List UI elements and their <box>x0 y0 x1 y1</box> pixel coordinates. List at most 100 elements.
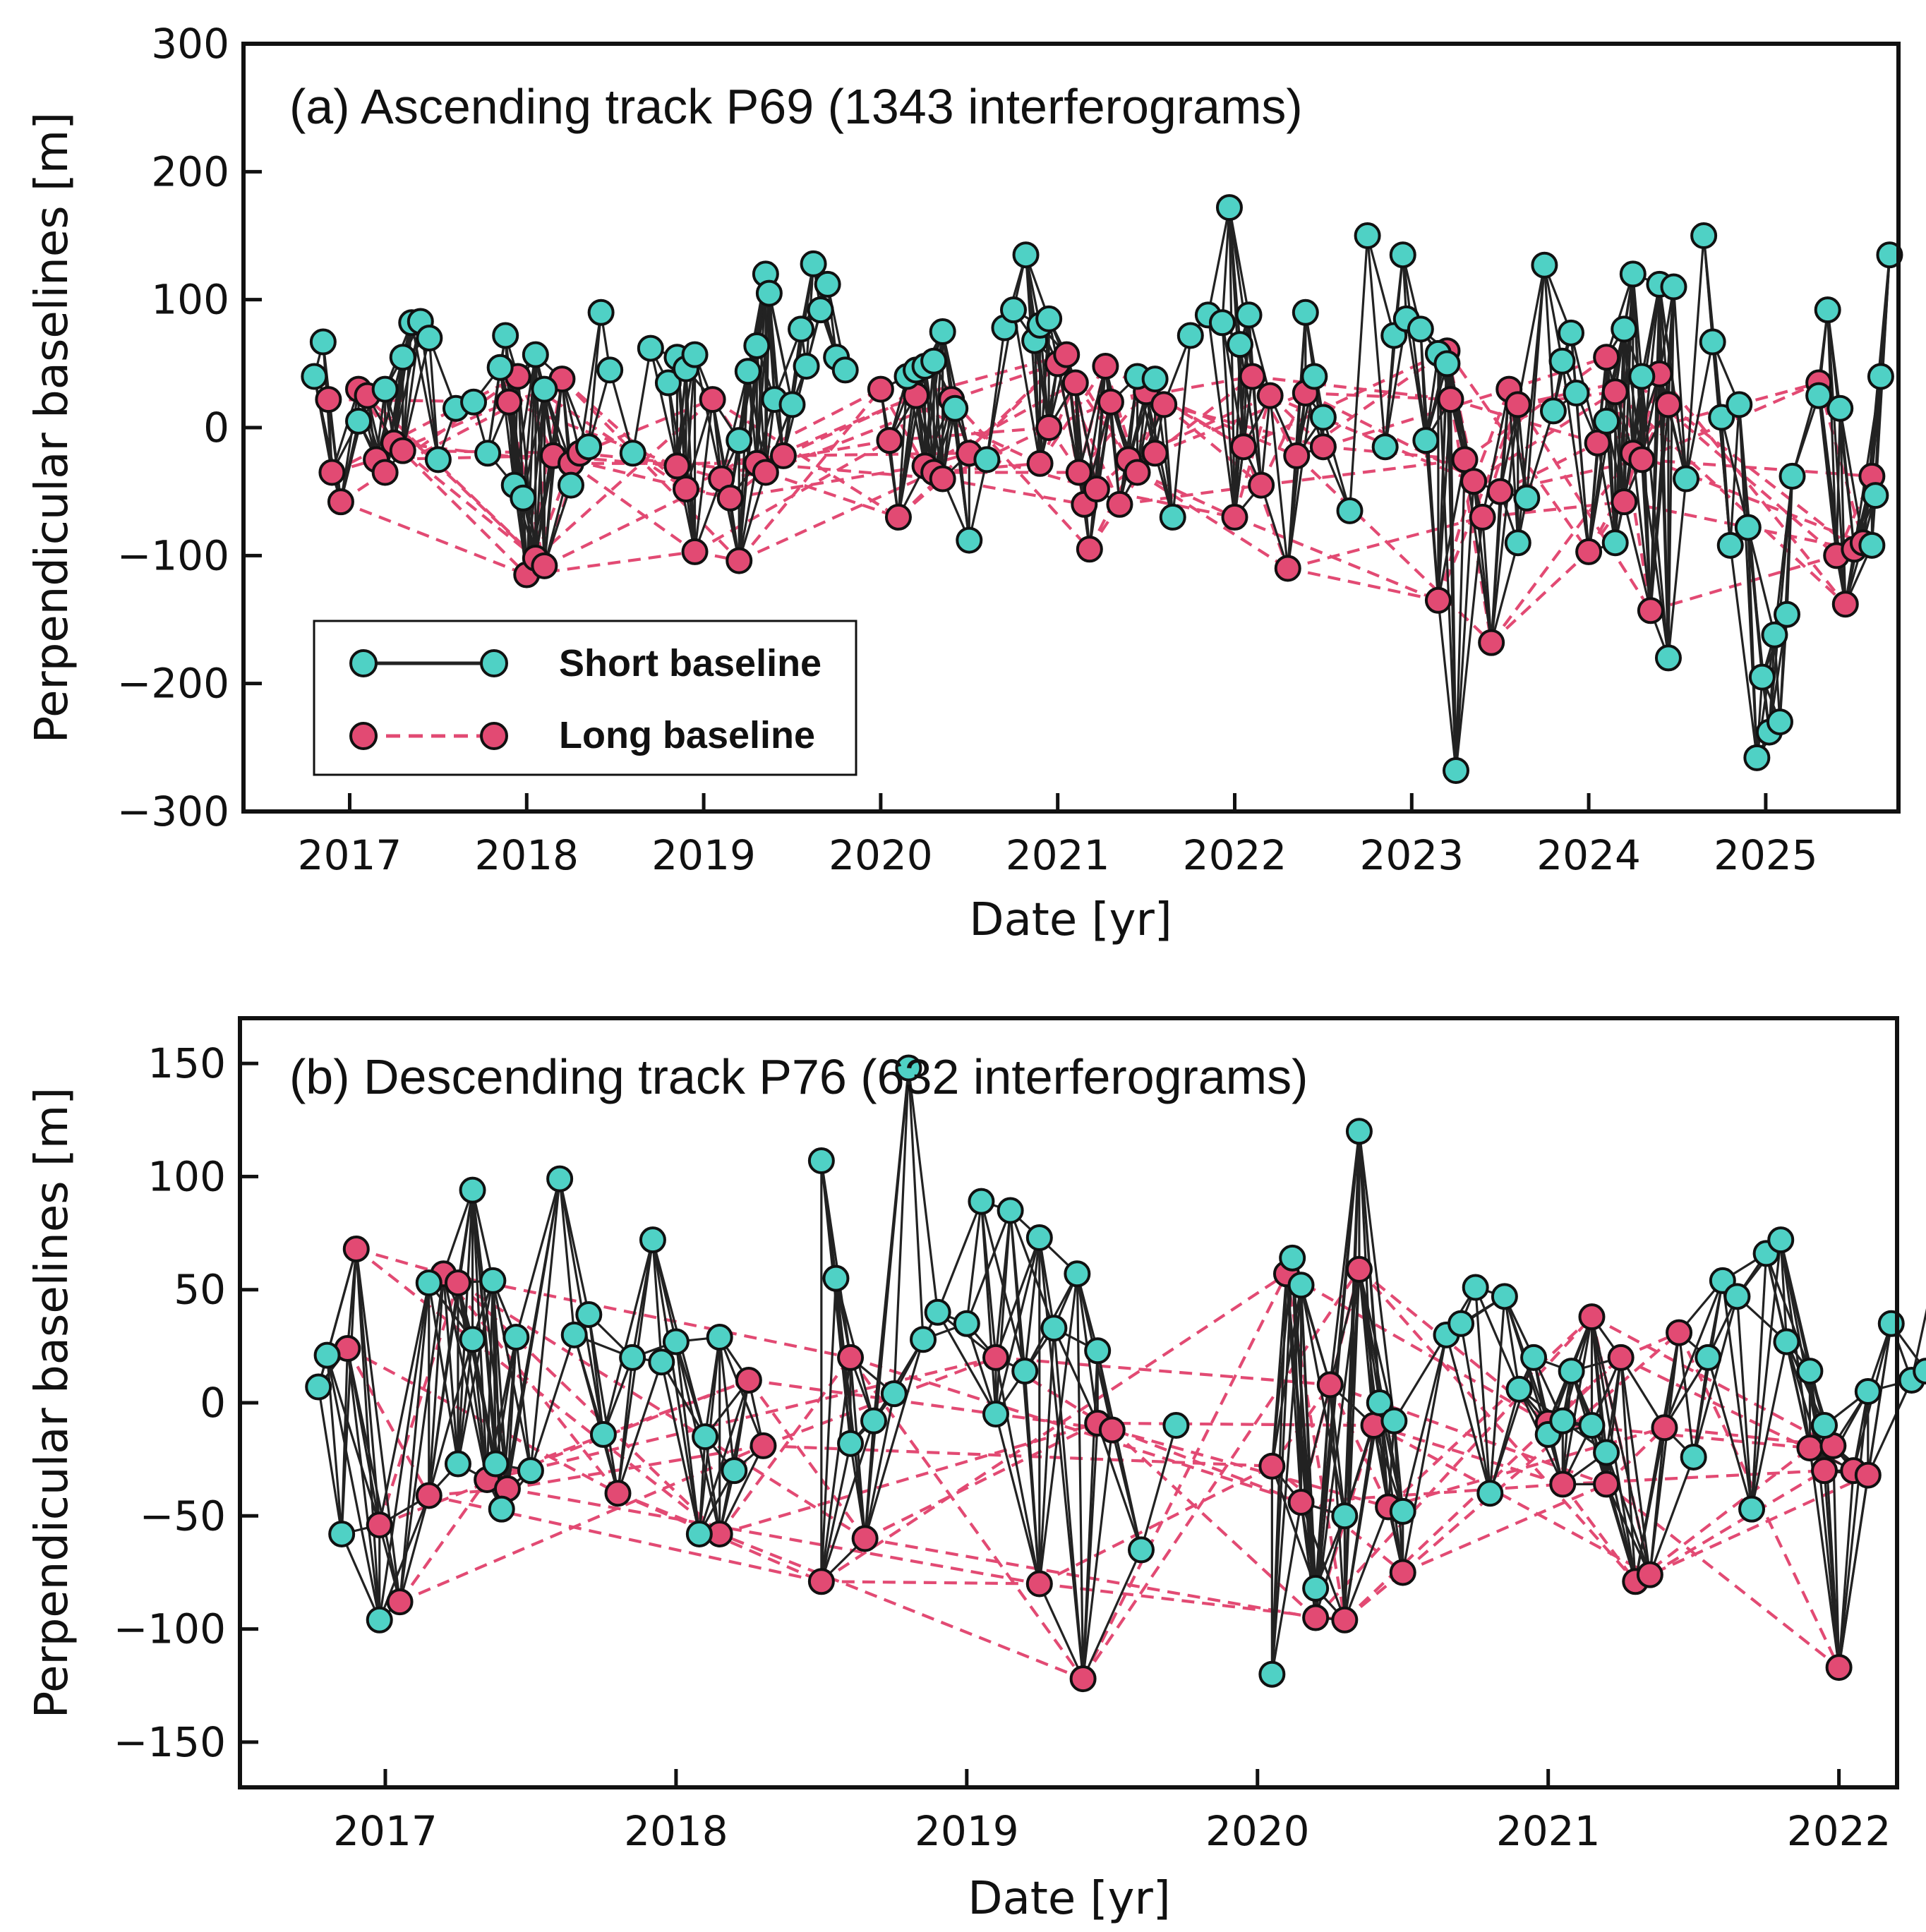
short-baseline-point <box>793 352 820 380</box>
short-baseline-link <box>428 1339 474 1496</box>
short-baseline-point <box>1531 251 1558 279</box>
short-baseline-point <box>587 298 615 326</box>
y-tick-label: 0 <box>203 404 229 452</box>
short-baseline-link <box>1038 1583 1085 1679</box>
short-baseline-point <box>575 1300 603 1328</box>
short-baseline-link <box>1823 1471 1841 1668</box>
x-tick-label: 2018 <box>474 831 579 879</box>
short-baseline-link <box>632 348 652 454</box>
short-baseline-link <box>378 1282 431 1620</box>
panel-b-title: (b) Descending track P76 (632 interferog… <box>289 1049 1308 1104</box>
short-baseline-point <box>1287 1272 1315 1299</box>
short-baseline-link <box>1663 1332 1680 1428</box>
long-baseline-point <box>1053 341 1081 368</box>
long-baseline-link <box>1112 1428 1389 1509</box>
short-baseline-point <box>1673 465 1700 493</box>
short-baseline-link <box>1358 1269 1390 1507</box>
short-baseline-point <box>546 1165 574 1193</box>
short-baseline-point <box>1766 708 1793 736</box>
long-baseline-point <box>315 386 342 413</box>
short-baseline-link <box>587 312 603 447</box>
short-baseline-point <box>734 358 762 385</box>
long-baseline-point <box>327 488 354 516</box>
short-baseline-link <box>1269 395 1289 569</box>
short-baseline-link <box>327 399 342 502</box>
long-baseline-point <box>884 503 912 531</box>
short-baseline-point <box>389 344 416 371</box>
short-baseline-point <box>1743 744 1771 771</box>
short-baseline-link <box>1402 1334 1448 1573</box>
long-baseline-link <box>995 1356 1330 1387</box>
long-baseline-link <box>1373 1424 1563 1486</box>
y-tick-label: −100 <box>117 531 229 579</box>
short-baseline-link <box>1632 453 1652 611</box>
legend-short-label: Short baseline <box>559 642 821 684</box>
long-baseline-link <box>783 394 917 457</box>
long-baseline-point <box>531 552 558 579</box>
long-baseline-point <box>1302 1604 1330 1631</box>
short-baseline-link <box>1402 1334 1448 1512</box>
long-baseline-point <box>318 459 346 486</box>
long-baseline-link <box>685 387 881 490</box>
short-baseline-link <box>1658 373 1670 658</box>
short-baseline-point <box>1354 222 1381 249</box>
short-baseline-link <box>1729 545 1758 759</box>
short-baseline-link <box>1667 286 1675 658</box>
short-baseline-point <box>313 1341 341 1369</box>
long-baseline-point <box>1611 488 1638 516</box>
short-baseline-point <box>482 1450 510 1478</box>
panel-b-frame <box>238 1016 1899 1789</box>
long-baseline-link <box>850 1356 1302 1504</box>
long-baseline-link <box>1305 391 1451 402</box>
short-baseline-link <box>849 1443 867 1539</box>
long-baseline-link <box>1097 1421 1302 1504</box>
short-baseline-point <box>1215 194 1243 222</box>
panel-b: 2017 2018 2019 2020 2021 2022 −150 −100 −50 0 50 10… <box>26 1016 1926 1925</box>
short-baseline-point <box>328 1520 356 1547</box>
y-tick-label: 50 <box>174 1266 226 1314</box>
short-baseline-link <box>1172 335 1192 518</box>
short-baseline-link <box>1685 235 1705 479</box>
short-baseline-point <box>895 1054 922 1082</box>
short-baseline-point <box>1723 1283 1751 1310</box>
long-baseline-link <box>721 394 917 481</box>
short-baseline-point <box>910 1326 937 1353</box>
short-baseline-link <box>1095 402 1112 490</box>
short-baseline-link <box>1023 1237 1041 1372</box>
short-baseline-point <box>721 1457 748 1485</box>
long-baseline-link <box>1649 1469 1826 1576</box>
short-baseline-point <box>1141 366 1169 393</box>
short-baseline-link <box>1405 318 1427 441</box>
long-baseline-point <box>1248 471 1275 499</box>
short-baseline-link <box>1366 235 1387 447</box>
short-baseline-point <box>880 1380 908 1408</box>
long-baseline-point <box>1124 459 1151 486</box>
short-baseline-link <box>1525 265 1546 498</box>
long-baseline-point <box>1026 449 1054 477</box>
short-baseline-point <box>831 356 859 384</box>
short-baseline-link <box>864 1339 925 1539</box>
short-baseline-point <box>474 440 502 467</box>
long-baseline-link <box>1038 1464 1273 1586</box>
long-baseline-point <box>1811 1457 1838 1485</box>
short-baseline-link <box>457 1282 488 1480</box>
short-baseline-link <box>1831 1445 1841 1668</box>
short-baseline-link <box>346 1348 402 1602</box>
long-baseline-link <box>1358 1268 1637 1583</box>
long-baseline-point <box>444 1269 471 1297</box>
short-baseline-link <box>1474 1286 1520 1390</box>
short-baseline-point <box>1539 397 1567 425</box>
long-baseline-link <box>443 1272 851 1359</box>
long-baseline-point <box>769 442 797 469</box>
short-baseline-link <box>1299 1285 1317 1618</box>
short-baseline-link <box>1543 265 1555 411</box>
short-baseline-link <box>1221 207 1231 323</box>
long-baseline-point <box>1287 1489 1315 1516</box>
short-baseline-link <box>1239 344 1245 447</box>
short-baseline-point <box>999 296 1027 324</box>
long-baseline-point <box>1283 442 1311 469</box>
long-baseline-point <box>1578 1303 1606 1331</box>
short-baseline-point <box>305 1373 332 1401</box>
long-baseline-link <box>1314 1315 1594 1619</box>
long-baseline-point <box>929 465 956 493</box>
